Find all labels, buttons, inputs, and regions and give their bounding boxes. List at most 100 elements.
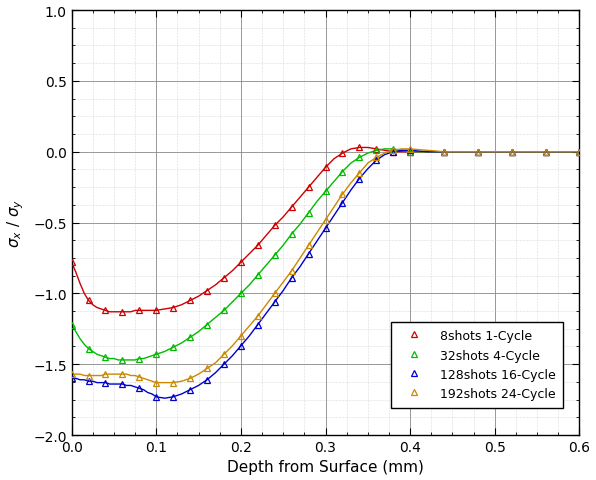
32shots 4-Cycle [237, 291, 244, 297]
128shots 16-Cycle [237, 343, 244, 349]
8shots 1-Cycle [440, 149, 448, 155]
192shots 24-Cycle [406, 147, 414, 153]
32shots 4-Cycle [170, 345, 177, 350]
32shots 4-Cycle [187, 335, 194, 340]
192shots 24-Cycle [170, 380, 177, 386]
32shots 4-Cycle [356, 155, 363, 161]
32shots 4-Cycle [136, 356, 143, 361]
192shots 24-Cycle [390, 148, 397, 154]
128shots 16-Cycle [440, 149, 448, 155]
128shots 16-Cycle [153, 394, 160, 400]
192shots 24-Cycle [542, 149, 549, 155]
128shots 16-Cycle [576, 149, 583, 155]
32shots 4-Cycle [203, 322, 210, 328]
Line: 8shots 1-Cycle: 8shots 1-Cycle [69, 145, 582, 315]
8shots 1-Cycle [187, 298, 194, 304]
192shots 24-Cycle [153, 380, 160, 386]
192shots 24-Cycle [322, 217, 329, 223]
8shots 1-Cycle [508, 149, 516, 155]
8shots 1-Cycle [102, 308, 109, 313]
32shots 4-Cycle [406, 149, 414, 155]
8shots 1-Cycle [339, 151, 346, 156]
8shots 1-Cycle [576, 149, 583, 155]
192shots 24-Cycle [102, 372, 109, 377]
192shots 24-Cycle [119, 372, 126, 377]
8shots 1-Cycle [85, 298, 92, 304]
128shots 16-Cycle [136, 385, 143, 391]
8shots 1-Cycle [221, 276, 228, 281]
8shots 1-Cycle [372, 147, 380, 153]
192shots 24-Cycle [339, 192, 346, 198]
128shots 16-Cycle [508, 149, 516, 155]
32shots 4-Cycle [153, 352, 160, 358]
8shots 1-Cycle [237, 260, 244, 265]
8shots 1-Cycle [322, 165, 329, 171]
192shots 24-Cycle [576, 149, 583, 155]
8shots 1-Cycle [119, 309, 126, 315]
Line: 128shots 16-Cycle: 128shots 16-Cycle [69, 148, 582, 400]
192shots 24-Cycle [136, 374, 143, 380]
128shots 16-Cycle [203, 377, 210, 383]
32shots 4-Cycle [440, 149, 448, 155]
32shots 4-Cycle [339, 169, 346, 175]
8shots 1-Cycle [288, 204, 295, 210]
128shots 16-Cycle [322, 226, 329, 232]
8shots 1-Cycle [153, 308, 160, 313]
128shots 16-Cycle [305, 252, 312, 257]
192shots 24-Cycle [440, 149, 448, 155]
128shots 16-Cycle [339, 201, 346, 206]
8shots 1-Cycle [254, 243, 262, 249]
8shots 1-Cycle [68, 260, 75, 265]
8shots 1-Cycle [406, 149, 414, 155]
192shots 24-Cycle [203, 366, 210, 372]
128shots 16-Cycle [85, 379, 92, 384]
192shots 24-Cycle [305, 243, 312, 249]
128shots 16-Cycle [288, 276, 295, 281]
Y-axis label: $\sigma_x$ / $\sigma_y$: $\sigma_x$ / $\sigma_y$ [5, 198, 26, 248]
128shots 16-Cycle [254, 322, 262, 328]
32shots 4-Cycle [508, 149, 516, 155]
192shots 24-Cycle [356, 171, 363, 177]
192shots 24-Cycle [254, 313, 262, 319]
192shots 24-Cycle [271, 291, 278, 297]
192shots 24-Cycle [372, 155, 380, 161]
128shots 16-Cycle [187, 387, 194, 393]
8shots 1-Cycle [474, 149, 482, 155]
128shots 16-Cycle [170, 394, 177, 400]
32shots 4-Cycle [390, 147, 397, 153]
128shots 16-Cycle [68, 376, 75, 382]
192shots 24-Cycle [187, 376, 194, 382]
192shots 24-Cycle [508, 149, 516, 155]
128shots 16-Cycle [221, 361, 228, 367]
8shots 1-Cycle [203, 288, 210, 294]
32shots 4-Cycle [372, 148, 380, 154]
192shots 24-Cycle [221, 352, 228, 358]
Legend: 8shots 1-Cycle, 32shots 4-Cycle, 128shots 16-Cycle, 192shots 24-Cycle: 8shots 1-Cycle, 32shots 4-Cycle, 128shot… [391, 322, 563, 408]
128shots 16-Cycle [372, 158, 380, 164]
192shots 24-Cycle [474, 149, 482, 155]
32shots 4-Cycle [576, 149, 583, 155]
192shots 24-Cycle [68, 372, 75, 377]
32shots 4-Cycle [68, 322, 75, 328]
128shots 16-Cycle [406, 148, 414, 154]
32shots 4-Cycle [254, 273, 262, 278]
32shots 4-Cycle [322, 189, 329, 195]
8shots 1-Cycle [170, 305, 177, 311]
128shots 16-Cycle [102, 380, 109, 386]
32shots 4-Cycle [102, 355, 109, 360]
8shots 1-Cycle [136, 308, 143, 313]
192shots 24-Cycle [237, 333, 244, 339]
128shots 16-Cycle [356, 176, 363, 182]
32shots 4-Cycle [474, 149, 482, 155]
128shots 16-Cycle [542, 149, 549, 155]
X-axis label: Depth from Surface (mm): Depth from Surface (mm) [227, 459, 424, 474]
32shots 4-Cycle [271, 252, 278, 258]
128shots 16-Cycle [119, 381, 126, 387]
32shots 4-Cycle [221, 308, 228, 313]
8shots 1-Cycle [356, 145, 363, 151]
32shots 4-Cycle [542, 149, 549, 155]
Line: 192shots 24-Cycle: 192shots 24-Cycle [69, 146, 582, 386]
8shots 1-Cycle [305, 185, 312, 191]
8shots 1-Cycle [271, 223, 278, 229]
32shots 4-Cycle [288, 231, 295, 237]
